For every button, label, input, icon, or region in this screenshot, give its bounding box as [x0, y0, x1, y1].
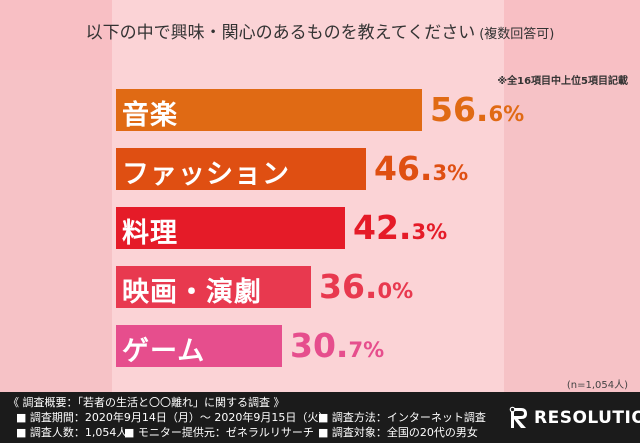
bar-label: 料理 [122, 218, 178, 249]
survey-target: ■ 調査対象：全国の20代の男女 [318, 426, 478, 439]
bar-label: 音楽 [122, 100, 178, 131]
bar-4: 映画・演劇 [116, 266, 311, 308]
value-decimal: 3% [411, 220, 448, 244]
value-decimal: 3% [432, 161, 469, 185]
bar-value-label: 30.7% [290, 326, 384, 365]
bar-label: ゲーム [122, 336, 206, 367]
value-decimal: 6% [488, 102, 525, 126]
survey-method: ■ 調査方法：インターネット調査 [318, 411, 486, 424]
brand-name: RESOLUTION [534, 408, 640, 428]
value-main: 56. [430, 90, 489, 129]
survey-footer: 《 調査概要：「若者の生活と〇〇離れ」に関する調査 》 ■ 調査期間：2020年… [0, 392, 640, 443]
value-decimal: 7% [348, 338, 385, 362]
title-sub: (複数回答可) [479, 27, 555, 42]
bar-value-label: 36.0% [319, 267, 413, 306]
bar-3: 料理 [116, 207, 345, 249]
value-main: 30. [290, 326, 349, 365]
bar-value-label: 42.3% [353, 208, 447, 247]
value-main: 42. [353, 208, 412, 247]
survey-period: ■ 調査期間：2020年9月14日（月）～ 2020年9月15日（火） [16, 411, 330, 424]
value-decimal: 0% [377, 279, 414, 303]
bar-1: 音楽 [116, 89, 422, 131]
bar-5: ゲーム [116, 325, 282, 367]
survey-provider: ■ モニター提供元：ゼネラルリサーチ [124, 426, 314, 439]
bar-label: 映画・演劇 [122, 277, 262, 308]
footnote: ※全16項目中上位5項目記載 [497, 76, 628, 87]
survey-count: ■ 調査人数：1,054人 [16, 426, 128, 439]
bar-value-label: 46.3% [374, 149, 468, 188]
title-main: 以下の中で興味・関心のあるものを教えてください [85, 23, 476, 43]
value-main: 46. [374, 149, 433, 188]
value-main: 36. [319, 267, 378, 306]
resolution-r-logo-icon [509, 406, 527, 428]
survey-heading: 《 調査概要：「若者の生活と〇〇離れ」に関する調査 》 [8, 396, 285, 409]
sample-size: (n=1,054人) [566, 380, 628, 391]
bar-label: ファッション [122, 159, 290, 190]
chart-title: 以下の中で興味・関心のあるものを教えてください (複数回答可) [0, 18, 640, 43]
bar-2: ファッション [116, 148, 366, 190]
bar-value-label: 56.6% [430, 90, 524, 129]
brand-logo: RESOLUTION [508, 406, 640, 430]
